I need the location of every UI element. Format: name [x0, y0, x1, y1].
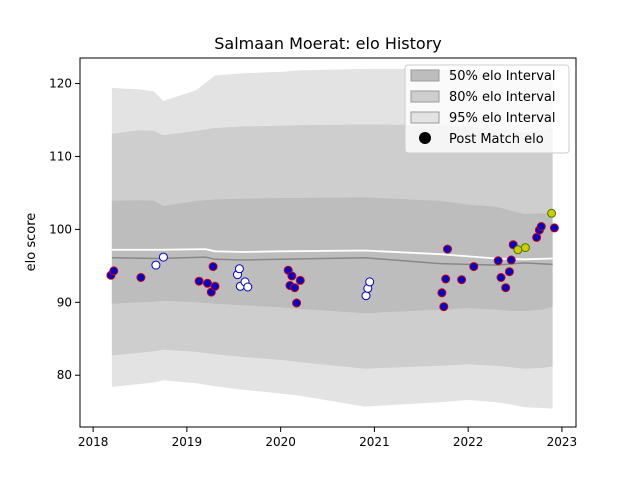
y-tick-label-100: 100	[49, 222, 72, 236]
post-match-point-31	[493, 256, 503, 266]
y-tick-label-110: 110	[49, 149, 72, 163]
x-tick-label-2022: 2022	[453, 435, 484, 449]
post-match-point-6	[194, 276, 204, 286]
legend-label-post-match: Post Match elo	[449, 132, 544, 147]
legend-swatch-95	[410, 111, 440, 124]
post-match-point-12	[234, 264, 244, 274]
post-match-point-20	[292, 298, 302, 308]
legend: 50% elo Interval 80% elo Interval 95% el…	[404, 64, 570, 154]
post-match-point-3	[136, 273, 146, 282]
post-match-point-2	[109, 266, 119, 276]
post-match-point-38	[520, 243, 530, 253]
y-axis: 80 90 100 110 120	[49, 77, 80, 382]
post-match-points	[106, 208, 559, 312]
post-match-point-35	[506, 255, 516, 265]
post-match-point-22	[361, 291, 371, 301]
legend-box	[404, 64, 570, 154]
prior-elo-line	[111, 248, 553, 261]
post-match-point-24	[365, 277, 375, 287]
post-match-point-10	[210, 281, 220, 291]
x-tick-label-2019: 2019	[172, 435, 203, 449]
post-match-point-33	[501, 283, 511, 293]
y-tick-label-120: 120	[49, 77, 72, 91]
post-match-point-37	[513, 245, 523, 255]
post-match-point-41	[536, 222, 546, 231]
post-match-point-15	[243, 282, 253, 292]
post-match-point-19	[290, 283, 300, 293]
post-match-point-4	[151, 260, 161, 270]
legend-label-95: 95% elo Interval	[449, 111, 556, 126]
post-match-point-42	[547, 208, 557, 218]
legend-swatch-50	[410, 69, 440, 82]
post-match-point-28	[443, 244, 452, 254]
post-match-point-5	[158, 252, 168, 262]
elo-lines	[111, 248, 553, 266]
x-tick-label-2023: 2023	[547, 435, 578, 449]
legend-swatch-80	[410, 90, 440, 103]
post-match-point-26	[439, 302, 449, 312]
legend-marker-post-match	[419, 132, 431, 144]
y-tick-label-90: 90	[57, 295, 72, 309]
post-match-point-18	[287, 271, 297, 281]
x-tick-label-2018: 2018	[78, 435, 109, 449]
post-match-point-32	[496, 273, 506, 282]
chart-title: Salmaan Moerat: elo History	[214, 34, 441, 53]
post-match-point-21	[295, 275, 305, 285]
legend-label-50: 50% elo Interval	[449, 69, 556, 84]
plot-frame	[79, 57, 577, 428]
post-match-point-29	[457, 275, 467, 285]
y-tick-label-80: 80	[57, 368, 72, 382]
legend-label-80: 80% elo Interval	[449, 90, 556, 105]
y-axis-label: elo score	[24, 213, 39, 272]
post-match-point-30	[469, 262, 479, 272]
x-tick-label-2020: 2020	[265, 435, 296, 449]
x-axis: 2018 2019 2020 2021 2022 2023	[78, 427, 577, 449]
band-50-interval	[111, 197, 553, 314]
post-match-point-43	[549, 223, 559, 233]
post-match-point-7	[203, 278, 212, 288]
post-match-point-27	[441, 274, 451, 284]
post-match-point-9	[208, 262, 218, 272]
post-match-point-34	[504, 267, 514, 277]
mean-elo-line	[111, 256, 553, 266]
x-tick-label-2021: 2021	[359, 435, 390, 449]
post-match-point-25	[437, 288, 447, 298]
